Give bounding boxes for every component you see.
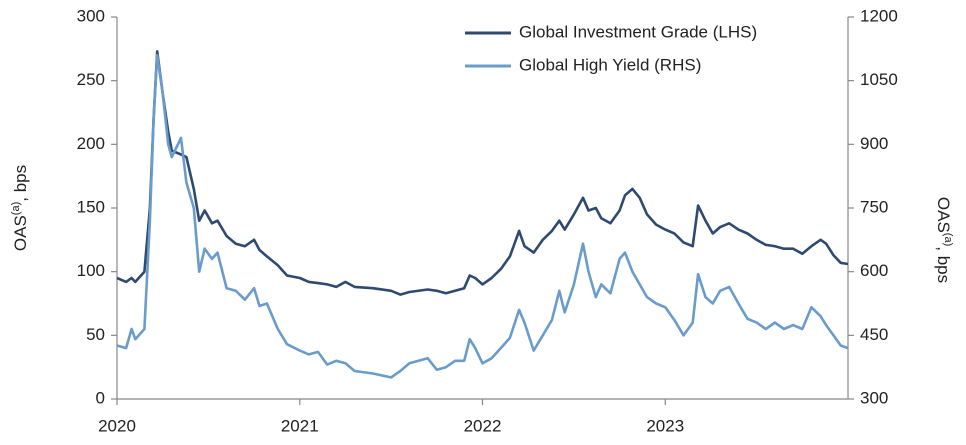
y-tick-label: 100 xyxy=(77,261,105,280)
x-tick-label: 2022 xyxy=(464,416,502,435)
y-tick-label: 150 xyxy=(77,197,105,216)
y2-tick-label: 1200 xyxy=(860,6,898,25)
y-tick-label: 50 xyxy=(86,325,105,344)
y-tick-label: 300 xyxy=(77,6,105,25)
y2-tick-label: 450 xyxy=(860,325,888,344)
y-tick-label: 250 xyxy=(77,70,105,89)
legend-label: Global High Yield (RHS) xyxy=(519,55,701,74)
y-axis-label: OAS(a), bps xyxy=(10,165,31,251)
y2-tick-label: 600 xyxy=(860,261,888,280)
y2-tick-label: 1050 xyxy=(860,70,898,89)
x-tick-label: 2023 xyxy=(646,416,684,435)
x-tick-label: 2020 xyxy=(98,416,136,435)
y-tick-label: 0 xyxy=(96,388,105,407)
y2-tick-label: 750 xyxy=(860,197,888,216)
x-tick-label: 2021 xyxy=(281,416,319,435)
series-line xyxy=(116,50,849,296)
series-line xyxy=(116,53,849,379)
y2-axis-label: OAS(a), bps xyxy=(934,197,955,283)
y2-tick-label: 300 xyxy=(860,388,888,407)
y-tick-label: 200 xyxy=(77,134,105,153)
y2-tick-label: 900 xyxy=(860,134,888,153)
legend-label: Global Investment Grade (LHS) xyxy=(519,22,757,41)
